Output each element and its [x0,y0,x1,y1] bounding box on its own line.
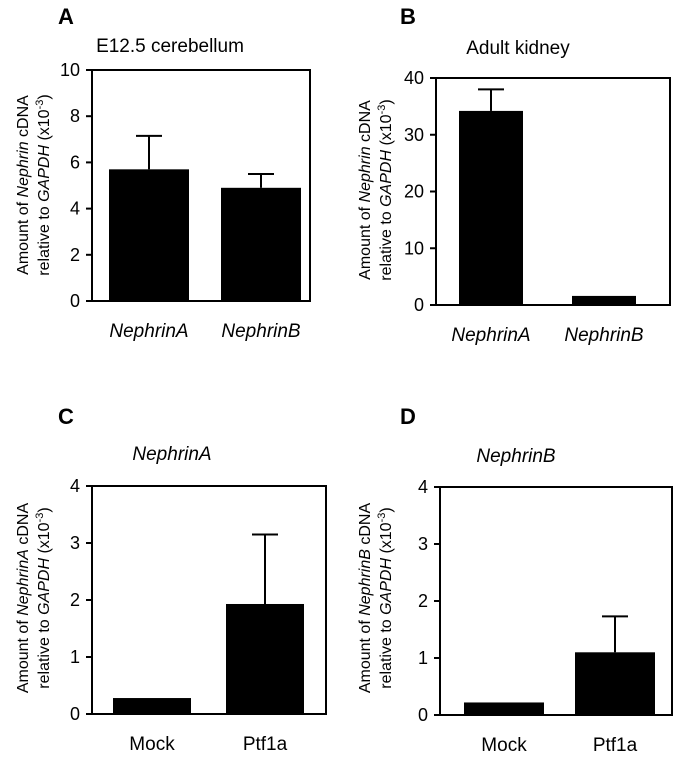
chart-svg: B Adult kidney 0 10 20 30 40 NephrinA NephrinB Am… [357,4,671,346]
y-axis-label-segment: -3 [376,105,388,115]
y-tick-label: 1 [70,647,80,667]
y-axis-label-segment: GAPDH [36,558,53,615]
x-category-label: NephrinA [109,321,188,342]
y-axis-label-segment: cDNA [15,95,32,142]
y-tick-label: 4 [70,476,80,496]
panel-c: C NephrinA 0 1 2 3 4 Mock Ptf1a Amount of Nephrin… [0,400,342,760]
bar [464,702,544,715]
y-tick-label: 40 [404,68,424,88]
y-axis-label-segment: -3 [34,513,46,523]
chart-title: NephrinB [476,446,556,467]
panel-b: B Adult kidney 0 10 20 30 40 NephrinA NephrinB Am… [342,0,684,360]
y-axis-label-segment: ) [378,507,395,512]
y-axis-label-line2: relative to GAPDH (x10-3) [34,507,53,688]
y-tick-label: 2 [70,590,80,610]
y-axis-label-segment: relative to [36,615,53,689]
panel-letter: A [58,4,74,29]
y-axis-label-segment: ) [36,94,53,99]
y-tick-label: 0 [70,704,80,724]
y-tick-label: 8 [70,106,80,126]
y-axis-label-segment: (x10 [36,109,53,145]
x-category-label: NephrinB [564,325,644,346]
y-axis-label-segment: NephrinB [357,549,374,616]
y-axis-label-segment: Nephrin [15,141,32,197]
chart-title: NephrinA [132,444,211,465]
y-axis-label-segment: relative to [378,207,395,281]
y-axis-label-segment: Amount of [15,197,32,274]
y-axis-label-segment: (x10 [36,522,53,558]
y-axis-label-line1: Amount of Nephrin cDNA [357,100,374,280]
panel-letter: D [400,404,416,429]
y-axis-label-segment: cDNA [357,100,374,147]
x-category-label: NephrinB [221,321,301,342]
y-tick-label: 6 [70,152,80,172]
y-axis-label-line2: relative to GAPDH (x10-3) [376,507,395,688]
y-tick-label: 4 [70,199,80,219]
y-axis-label-segment: -3 [34,100,46,110]
y-axis-label-segment: cDNA [357,503,374,550]
y-axis-label-segment: (x10 [378,114,395,150]
y-axis-label-segment: Amount of [15,616,32,693]
y-tick-label: 30 [404,125,424,145]
panel-d: D NephrinB 0 1 2 3 4 Mock Ptf1a Amount of Nephrin… [342,400,684,760]
y-axis-label-segment: -3 [376,513,388,523]
x-category-label: Ptf1a [243,734,288,755]
y-axis-label-segment: ) [378,99,395,104]
bar [459,110,523,305]
x-category-label: Mock [481,735,527,756]
y-tick-label: 4 [418,477,428,497]
bar [572,295,636,305]
chart-svg: A E12.5 cerebellum 0 2 4 6 8 10 NephrinA NephrinB… [15,4,311,342]
y-axis-label-line1: Amount of Nephrin cDNA [15,95,32,275]
chart-svg: D NephrinB 0 1 2 3 4 Mock Ptf1a Amount of Nephrin… [357,404,673,756]
bar [109,169,189,301]
y-axis-label-segment: NephrinA [15,549,32,616]
chart-svg: C NephrinA 0 1 2 3 4 Mock Ptf1a Amount of Nephrin… [15,404,327,755]
x-category-label: Mock [129,734,175,755]
y-axis-label-segment: GAPDH [378,558,395,615]
y-axis-label-segment: Amount of [357,616,374,693]
y-tick-label: 2 [70,245,80,265]
y-tick-label: 2 [418,591,428,611]
y-tick-label: 20 [404,182,424,202]
y-axis-label-segment: (x10 [378,522,395,558]
y-tick-label: 3 [70,533,80,553]
y-tick-label: 0 [70,291,80,311]
panel-letter: B [400,4,416,29]
y-axis-label-segment: relative to [378,615,395,689]
bar [575,652,655,715]
x-category-label: NephrinA [451,325,530,346]
panel-letter: C [58,404,74,429]
y-axis-label-segment: GAPDH [378,150,395,207]
y-tick-label: 10 [404,238,424,258]
y-tick-label: 0 [418,705,428,725]
y-tick-label: 3 [418,534,428,554]
x-category-label: Ptf1a [593,735,638,756]
y-axis-label-line2: relative to GAPDH (x10-3) [34,94,53,275]
y-tick-label: 1 [418,648,428,668]
chart-title: Adult kidney [466,38,570,59]
y-tick-label: 0 [414,295,424,315]
y-tick-label: 10 [60,60,80,80]
y-axis-label-segment: Nephrin [357,146,374,202]
bar [113,698,191,714]
panel-a: A E12.5 cerebellum 0 2 4 6 8 10 NephrinA NephrinB… [0,0,342,360]
chart-title: E12.5 cerebellum [96,36,244,57]
y-axis-label-line1: Amount of NephrinA cDNA [15,503,32,694]
bar [221,187,301,301]
y-axis-label-segment: relative to [36,202,53,276]
plot-frame [91,69,311,302]
y-axis-label-segment: GAPDH [36,145,53,202]
y-axis-label-segment: cDNA [15,503,32,550]
y-axis-label-segment: Amount of [357,202,374,279]
y-axis-label-line1: Amount of NephrinB cDNA [357,503,374,694]
bar [226,603,304,714]
y-axis-label-segment: ) [36,507,53,512]
y-axis-label-line2: relative to GAPDH (x10-3) [376,99,395,280]
